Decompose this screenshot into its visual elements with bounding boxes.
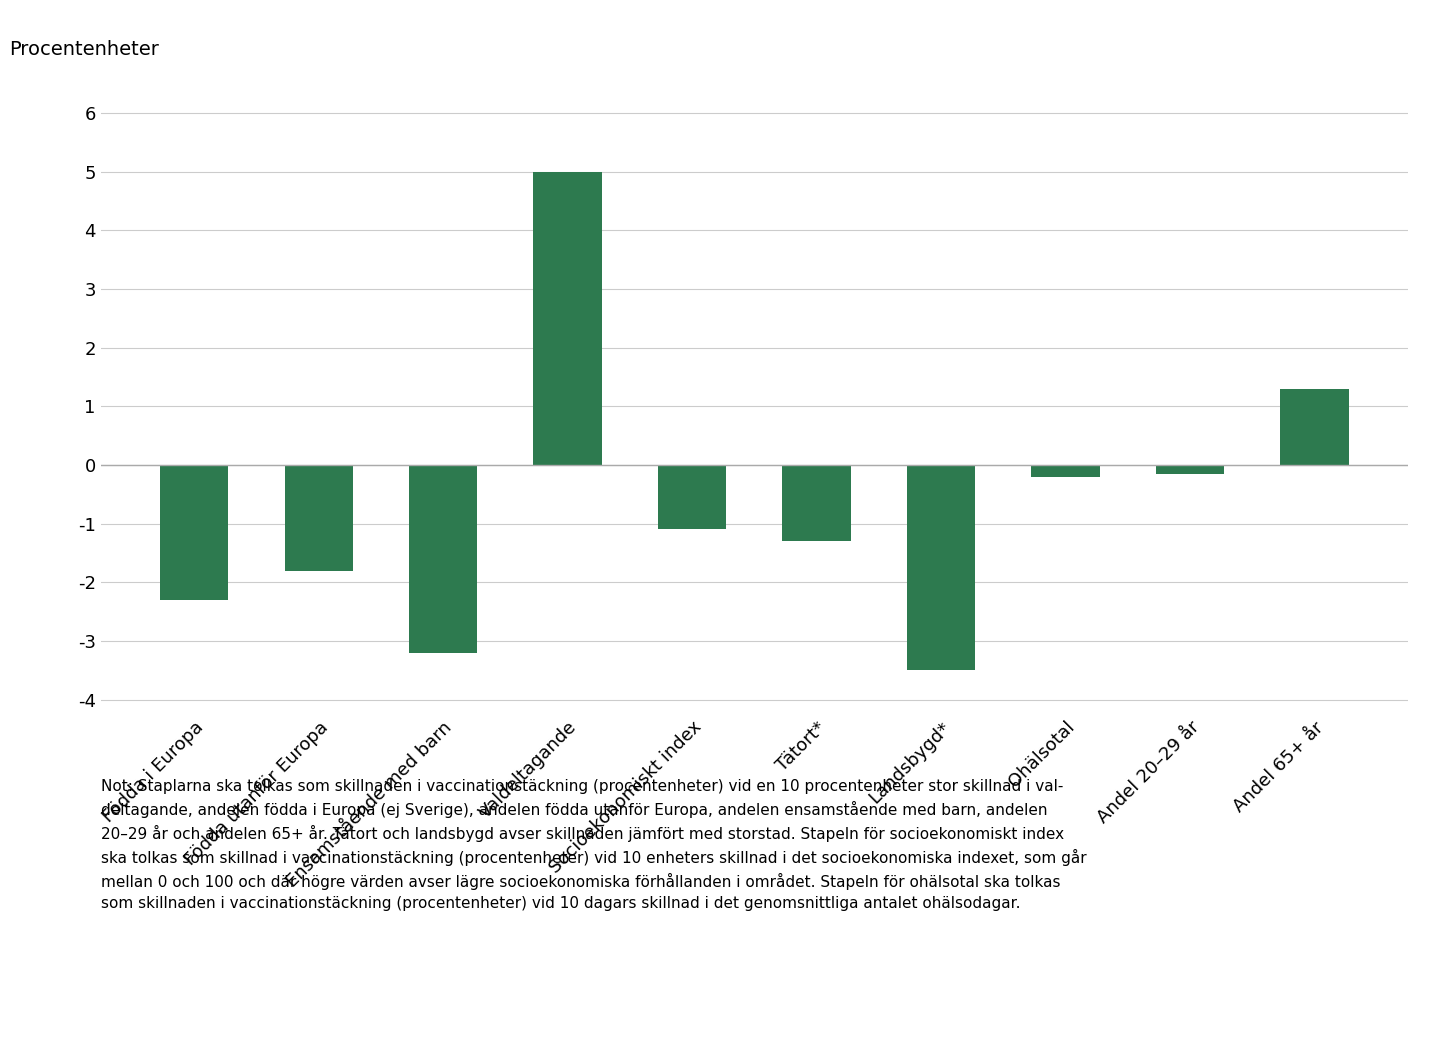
Bar bbox=[658, 464, 727, 529]
Bar bbox=[410, 464, 477, 653]
Text: Not: Staplarna ska tolkas som skillnaden i vaccinationstäckning (procentenheter): Not: Staplarna ska tolkas som skillnaden… bbox=[101, 779, 1086, 911]
Text: Procentenheter: Procentenheter bbox=[9, 40, 160, 59]
Bar bbox=[285, 464, 354, 570]
Bar bbox=[533, 172, 602, 464]
Bar bbox=[907, 464, 976, 670]
Bar bbox=[782, 464, 851, 541]
Bar bbox=[1155, 464, 1224, 474]
Bar bbox=[160, 464, 228, 599]
Bar bbox=[1280, 389, 1349, 464]
Bar bbox=[1032, 464, 1099, 477]
